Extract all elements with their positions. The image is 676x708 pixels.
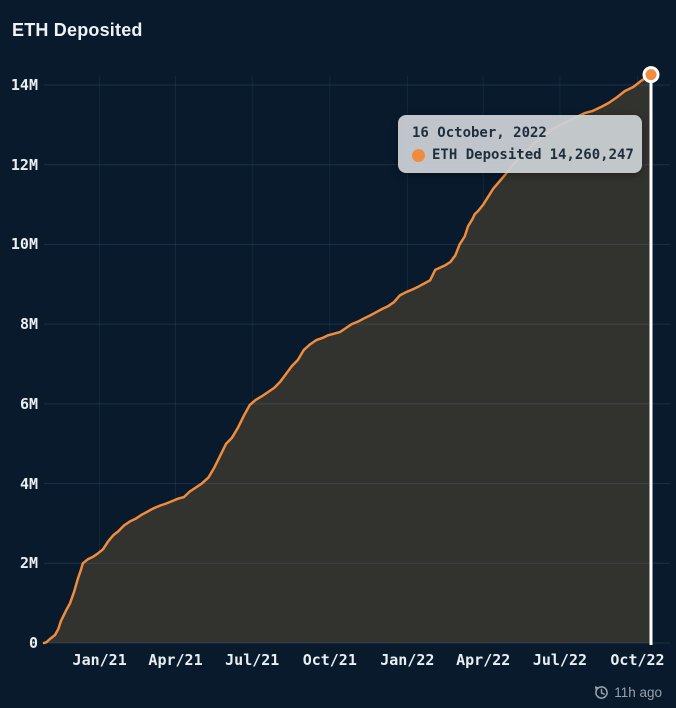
last-updated: 11h ago xyxy=(594,683,662,701)
history-clock-icon xyxy=(595,685,609,699)
tooltip-date-row: 16 October, 2022 xyxy=(412,122,630,144)
tooltip-series-label: ETH Deposited xyxy=(432,147,542,163)
area-fill xyxy=(44,74,651,644)
tooltip-value: 14,260,247 xyxy=(549,147,634,163)
last-updated-text: 11h ago xyxy=(614,684,662,700)
tooltip-date: 16 October, 2022 xyxy=(412,125,547,141)
chart-title: ETH Deposited xyxy=(12,20,143,40)
series-marker-dot-icon xyxy=(412,148,425,162)
highlight-marker xyxy=(645,69,657,81)
chart-tooltip: 16 October, 2022 ETH Deposited 14,260,24… xyxy=(398,115,642,173)
tooltip-series-row: ETH Deposited 14,260,247 xyxy=(412,144,634,166)
